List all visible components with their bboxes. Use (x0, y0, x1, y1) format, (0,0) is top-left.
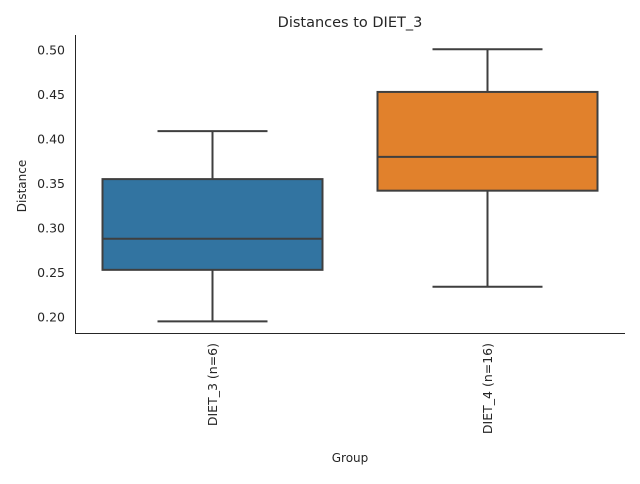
y-tick-label: 0.30 (37, 221, 65, 236)
y-tick-label: 0.45 (37, 87, 65, 102)
x-axis-label: Group (332, 451, 369, 465)
box-2 (376, 90, 599, 192)
y-tick-label: 0.20 (37, 309, 65, 324)
chart-title: Distances to DIET_3 (278, 15, 423, 31)
x-tick-label: DIET_4 (n=16) (480, 343, 495, 434)
box-1 (101, 178, 324, 271)
x-tick-label: DIET_3 (n=6) (205, 343, 220, 426)
y-axis-label: Distance (15, 160, 29, 212)
y-tick-label: 0.40 (37, 132, 65, 147)
y-tick-label: 0.35 (37, 176, 65, 191)
y-tick-label: 0.50 (37, 43, 65, 58)
y-tick-label: 0.25 (37, 265, 65, 280)
